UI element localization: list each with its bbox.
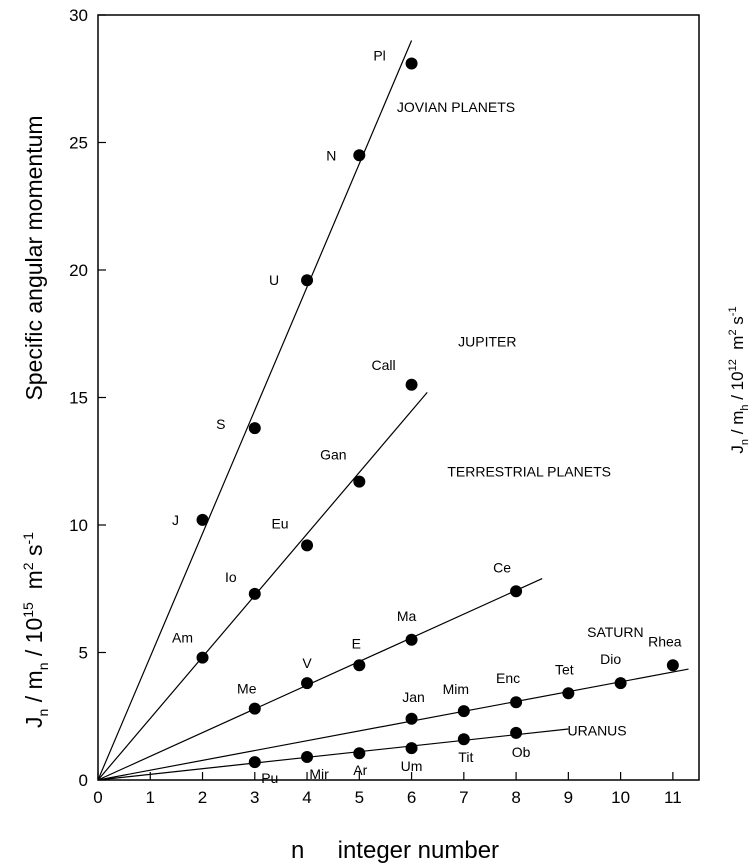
data-point (353, 747, 366, 760)
data-point (666, 659, 679, 672)
series-label: JUPITER (458, 334, 516, 350)
data-point (405, 57, 418, 70)
ticks: 0 1 2 3 4 5 6 7 8 9 10 11 0 5 10 15 20 25 30 (69, 6, 682, 807)
y-tick-label: 30 (69, 6, 88, 25)
data-point (457, 733, 470, 746)
data-point (301, 539, 314, 552)
point-label: Pl (373, 47, 385, 63)
point-label: U (269, 272, 279, 288)
point-label: N (326, 147, 336, 163)
group-labels: JOVIAN PLANETS JUPITER TERRESTRIAL PLANETS… (397, 99, 644, 738)
y-axis-unit-label: Jn / mn / 1015 m2 s-1 (20, 532, 51, 728)
data-points (196, 57, 679, 769)
y-tick-label: 0 (79, 771, 88, 790)
point-label: Um (401, 758, 423, 774)
y-axis-label: Specific angular momentum (21, 115, 47, 400)
y-tick-label: 10 (69, 516, 88, 535)
point-label: Dio (600, 651, 621, 667)
point-label: Me (237, 681, 257, 697)
x-tick-label: 10 (611, 788, 630, 807)
point-label: Am (172, 630, 193, 646)
point-label: Tet (555, 661, 574, 677)
point-label: Mir (309, 766, 329, 782)
fit-line (97, 40, 413, 781)
point-label: Io (225, 569, 237, 585)
data-point (562, 687, 575, 700)
y-tick-label: 15 (69, 389, 88, 408)
point-label: Rhea (648, 633, 682, 649)
data-point (248, 702, 261, 715)
point-label: Gan (320, 447, 346, 463)
data-point (457, 705, 470, 718)
point-label: Ar (353, 762, 367, 778)
data-point (196, 513, 209, 526)
data-point (248, 587, 261, 600)
y-tick-label: 5 (79, 644, 88, 663)
data-point (301, 274, 314, 287)
point-label: Ob (512, 744, 531, 760)
x-tick-label: 7 (459, 788, 468, 807)
data-point (510, 585, 523, 598)
point-label: Ce (493, 559, 511, 575)
point-label: Pu (261, 770, 278, 786)
point-label: Eu (271, 515, 288, 531)
y-tick-label: 20 (69, 261, 88, 280)
data-point (301, 677, 314, 690)
data-point (405, 742, 418, 755)
data-point (353, 475, 366, 488)
x-tick-label: 3 (250, 788, 259, 807)
data-point (405, 378, 418, 391)
series-label: SATURN (587, 624, 644, 640)
x-tick-label: 1 (146, 788, 155, 807)
x-tick-label: 0 (93, 788, 102, 807)
x-tick-label: 2 (198, 788, 207, 807)
series-label: TERRESTRIAL PLANETS (447, 464, 611, 480)
data-point (405, 633, 418, 646)
x-tick-label: 4 (302, 788, 311, 807)
point-label: E (352, 635, 361, 651)
series-label: URANUS (568, 722, 627, 738)
x-tick-label: 5 (355, 788, 364, 807)
x-tick-label: 8 (511, 788, 520, 807)
data-point (405, 712, 418, 725)
point-labels: J S U N Pl Am Io Eu Gan Call Me V E Ma Ce Jan Mim Enc Tet D… (172, 47, 682, 786)
point-label: Ma (397, 608, 417, 624)
data-point (510, 696, 523, 709)
fit-lines (97, 40, 689, 781)
point-label: J (172, 512, 179, 528)
fit-line (97, 392, 428, 781)
x-tick-label: 9 (564, 788, 573, 807)
point-label: V (302, 655, 312, 671)
right-axis-label: Jn / mh / 1012 m2 s-1 (727, 306, 751, 453)
fit-line (97, 668, 689, 781)
x-tick-label: 11 (664, 788, 682, 807)
data-point (248, 756, 261, 769)
fit-line (97, 728, 569, 781)
x-tick-label: 6 (407, 788, 416, 807)
fit-line (97, 578, 543, 781)
point-label: Jan (402, 689, 425, 705)
data-point (301, 751, 314, 764)
y-tick-label: 25 (69, 134, 88, 153)
series-label: JOVIAN PLANETS (397, 99, 515, 115)
data-point (353, 659, 366, 672)
point-label: Mim (443, 681, 469, 697)
data-point (614, 677, 627, 690)
data-point (196, 651, 209, 664)
data-point (248, 422, 261, 435)
point-label: S (216, 416, 225, 432)
point-label: Call (372, 357, 396, 373)
point-label: Enc (496, 670, 520, 686)
data-point (510, 726, 523, 739)
x-axis-label: n integer number (291, 837, 499, 864)
data-point (353, 149, 366, 162)
point-label: Tit (458, 749, 473, 765)
